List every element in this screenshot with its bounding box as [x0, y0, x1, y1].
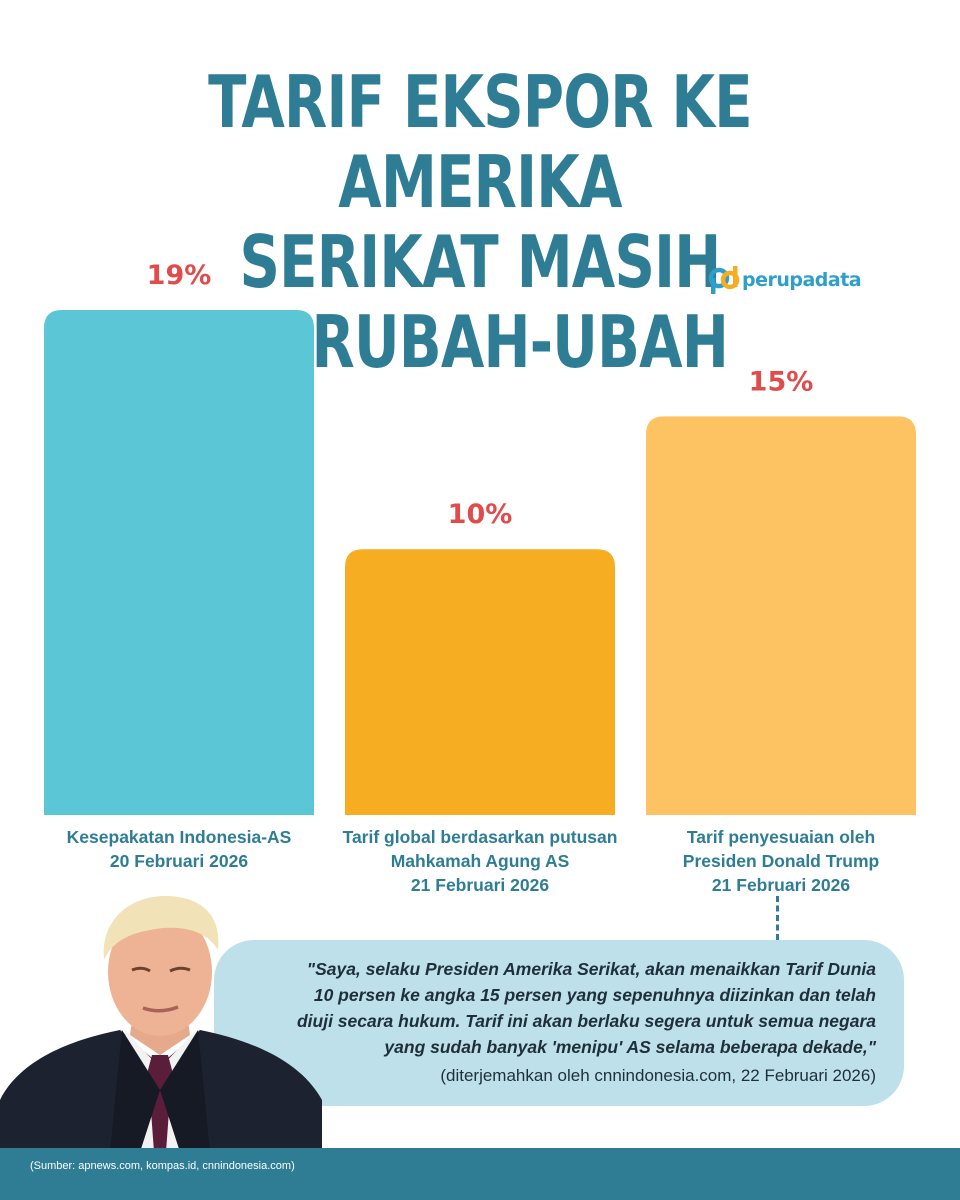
perupadata-logo-icon: [708, 266, 740, 294]
category-label-3-line-1: Tarif penyesuaian oleh: [687, 827, 875, 847]
quote-bubble: "Saya, selaku Presiden Amerika Serikat, …: [214, 940, 904, 1106]
title-line-1: TARIF EKSPOR KE AMERIKA: [208, 60, 752, 224]
title-line-2: SERIKAT MASIH BERUBAH-UBAH: [231, 220, 729, 384]
category-label-2-line-1: Tarif global berdasarkan putusan: [343, 827, 618, 847]
bar-2: [345, 549, 615, 815]
page-title: TARIF EKSPOR KE AMERIKA SERIKAT MASIH BE…: [106, 62, 855, 382]
footer-source: (Sumber: apnews.com, kompas.id, cnnindon…: [30, 1160, 295, 1172]
bar-3: [646, 416, 916, 815]
category-label-3-line-2: Presiden Donald Trump: [683, 851, 879, 871]
quote-text: "Saya, selaku Presiden Amerika Serikat, …: [296, 959, 876, 1057]
category-label-1-line-2: 20 Februari 2026: [110, 851, 248, 871]
bar-value-label-1: 19%: [147, 260, 212, 291]
category-label-1-line-1: Kesepakatan Indonesia-AS: [67, 827, 292, 847]
footer-bar: (Sumber: apnews.com, kompas.id, cnnindon…: [0, 1148, 960, 1200]
brand-logo: perupadata: [708, 262, 862, 298]
bar-value-label-3: 15%: [749, 366, 814, 397]
category-label-2-line-2: Mahkamah Agung AS: [391, 851, 570, 871]
connector-dash: [776, 896, 779, 940]
category-label-2-line-3: 21 Februari 2026: [411, 875, 549, 895]
bar-value-label-2: 10%: [448, 499, 513, 530]
quote-source: (diterjemahkan oleh cnnindonesia.com, 22…: [440, 1066, 876, 1085]
bar-chart: 19% Kesepakatan Indonesia-AS 20 Februari 2…: [44, 260, 916, 895]
bar-1: [44, 310, 314, 815]
category-label-3-line-3: 21 Februari 2026: [712, 875, 850, 895]
logo-text: perupadata: [742, 269, 862, 291]
speaker-portrait: [0, 896, 322, 1152]
